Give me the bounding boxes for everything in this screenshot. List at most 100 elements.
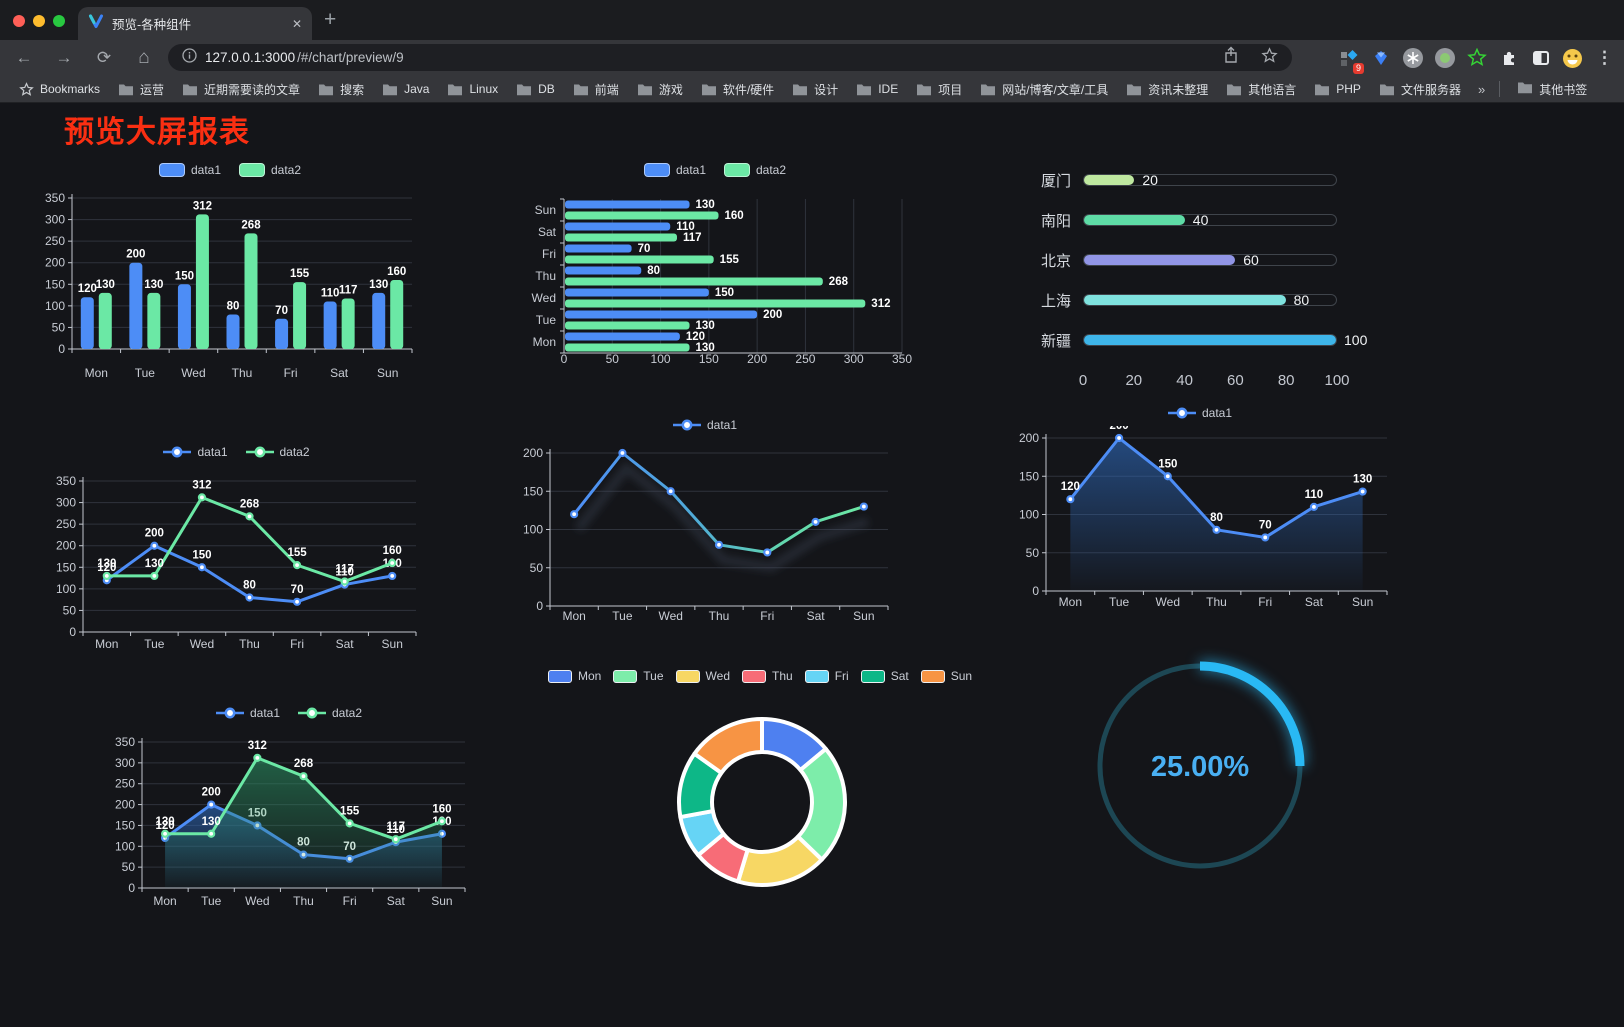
emoji-extension-icon[interactable] [1561,47,1584,70]
other-bookmarks-folder[interactable]: 其他书签 [1508,79,1596,100]
gem-extension-icon[interactable] [1369,47,1392,70]
svg-text:155: 155 [720,254,740,266]
menu-dots-icon[interactable]: ⋮ [1596,48,1613,67]
svg-text:120: 120 [155,820,174,832]
svg-text:Sat: Sat [387,894,406,908]
chart-legend: data1 data2 [103,700,475,726]
legend-item-data1[interactable]: data1 [158,163,221,177]
bookmark-folder-14[interactable]: 其他语言 [1217,79,1305,100]
svg-text:100: 100 [523,523,543,537]
window-controls [13,15,65,27]
legend-item-data1[interactable]: data1 [1167,406,1232,420]
chart-legend: data1 [1000,400,1400,426]
bookmark-label: 其他语言 [1248,82,1297,97]
svg-text:200: 200 [145,528,164,540]
tab-favicon-icon [88,13,104,34]
svg-text:Wed: Wed [1156,595,1180,609]
bookmark-star-icon[interactable] [1261,46,1278,69]
bookmark-folder-3[interactable]: Java [373,80,438,98]
zoom-window-button[interactable] [53,15,65,27]
bookmark-folder-10[interactable]: IDE [847,80,907,98]
bookmark-folder-12[interactable]: 网站/博客/文章/工具 [971,79,1117,100]
site-info-icon[interactable] [182,47,197,68]
bookmark-folder-2[interactable]: 搜索 [309,79,373,100]
svg-text:80: 80 [227,300,240,312]
folder-icon [182,83,198,96]
bookmark-folder-7[interactable]: 游戏 [628,79,692,100]
svg-text:150: 150 [45,277,65,291]
dot-circle-extension-icon[interactable] [1433,47,1456,70]
legend-item-data2[interactable]: data2 [239,163,301,177]
url-bar[interactable]: 127.0.0.1:3000 /#/chart/preview/9 [168,44,1292,71]
svg-text:200: 200 [763,309,782,321]
legend-item-data1[interactable]: data1 [215,706,280,720]
svg-text:300: 300 [45,213,65,227]
bookmarks-overflow-chevron[interactable]: » [1477,81,1486,97]
svg-text:0: 0 [536,599,543,613]
legend-item-Mon[interactable]: Mon [547,669,601,683]
tab-close-icon[interactable]: ✕ [291,16,302,31]
svg-text:268: 268 [829,276,849,288]
svg-text:80: 80 [647,265,660,277]
bookmark-folder-6[interactable]: 前端 [564,79,628,100]
svg-text:130: 130 [145,558,164,570]
svg-text:110: 110 [676,221,695,233]
folder-icon [118,83,134,96]
legend-item-data2[interactable]: data2 [724,163,786,177]
reload-icon[interactable]: ⟳ [96,48,112,67]
bookmark-folder-8[interactable]: 软件/硬件 [692,79,783,100]
extension-badge: 9 [1352,62,1364,74]
snowflake-extension-icon[interactable] [1401,47,1424,70]
share-icon[interactable] [1223,46,1239,69]
bookmark-folder-11[interactable]: 项目 [907,79,971,100]
home-icon[interactable]: ⌂ [138,47,150,68]
close-window-button[interactable] [13,15,25,27]
bookmark-folder-13[interactable]: 资讯未整理 [1117,79,1217,100]
chart-canvas [677,717,847,887]
legend-item-Fri[interactable]: Fri [804,669,849,683]
legend-item-Tue[interactable]: Tue [613,669,664,683]
legend-item-Sat[interactable]: Sat [860,669,909,683]
bookmark-folder-0[interactable]: 运营 [109,79,173,100]
svg-text:120: 120 [78,283,97,295]
bookmark-folder-4[interactable]: Linux [438,80,507,98]
puzzle-extensions-icon[interactable] [1497,47,1520,70]
grid-extension-icon[interactable]: 9 [1337,47,1364,74]
legend-item-Thu[interactable]: Thu [742,669,793,683]
chart-canvas: 0 50 100 150 200 Mon Tue Wed Thu Fri Sat Sun 120 200 1… [1019,426,1388,609]
legend-item-data2[interactable]: data2 [245,445,310,459]
legend-item-Sun[interactable]: Sun [920,669,972,683]
side-panel-icon[interactable] [1529,47,1552,70]
svg-text:130: 130 [369,279,388,291]
bookmark-folder-5[interactable]: DB [507,80,564,98]
chart-canvas: 0 50 100 150 200 250 300 350 Mon Tue Wed Thu Fri Sat S… [115,735,466,908]
svg-text:312: 312 [192,479,211,491]
browser-tab[interactable]: 预览-各种组件 ✕ [78,7,312,40]
folder-icon [856,83,872,96]
svg-text:70: 70 [291,584,304,596]
legend-item-Wed[interactable]: Wed [675,669,730,683]
folder-icon [573,83,589,96]
legend-item-data1[interactable]: data1 [163,445,228,459]
bookmark-label: 前端 [594,82,619,97]
svg-text:200: 200 [1109,426,1128,432]
back-icon[interactable]: ← [15,48,33,67]
minimize-window-button[interactable] [33,15,45,27]
legend-item-data1[interactable]: data1 [672,418,737,432]
forward-icon[interactable]: → [55,48,73,67]
legend-item-data2[interactable]: data2 [298,706,362,720]
svg-text:200: 200 [126,249,145,261]
green-star-extension-icon[interactable] [1465,47,1488,70]
bookmark-folder-15[interactable]: PHP [1305,80,1370,98]
bookmark-folder-9[interactable]: 设计 [783,79,847,100]
chart-legend: data1 data2 [505,157,925,183]
bookmark-folder-1[interactable]: 近期需要读的文章 [173,79,309,100]
legend-item-data1[interactable]: data1 [643,163,706,177]
bookmark-item-bookmarks[interactable]: Bookmarks [10,80,109,99]
bookmark-folder-16[interactable]: 文件服务器 [1370,79,1470,100]
svg-text:Fri: Fri [760,609,774,623]
chart-ring-progress: 25.00% [1080,646,1320,886]
nav-buttons: ← → ⟳ ⌂ [14,40,154,76]
bookmark-label: Linux [469,82,499,96]
new-tab-button[interactable]: + [324,8,337,31]
